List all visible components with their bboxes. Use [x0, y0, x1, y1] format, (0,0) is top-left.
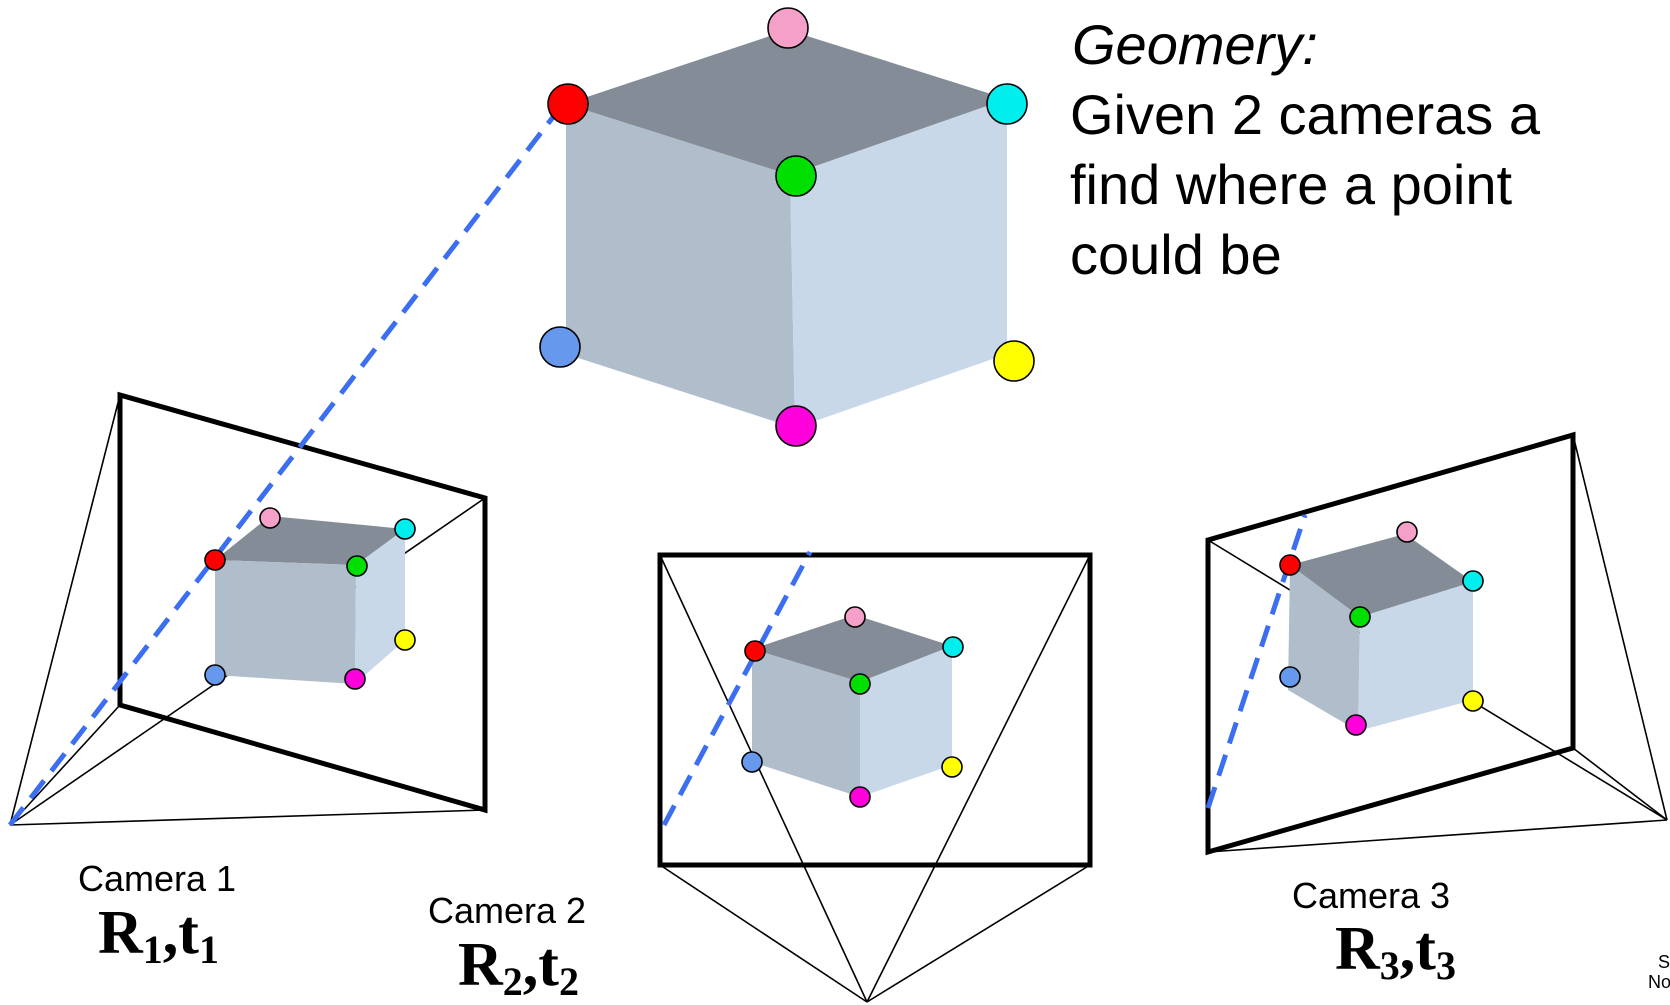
camera-1-points: [204, 507, 416, 690]
point-blue: [741, 751, 763, 773]
camera-2-rotation-symbol: R: [458, 931, 503, 999]
point-magenta: [775, 405, 817, 447]
point-magenta: [344, 668, 366, 690]
point-blue: [1279, 666, 1301, 688]
camera-2-translation-symbol: t: [538, 931, 559, 999]
camera-3-params: R3,t3: [1335, 914, 1456, 989]
point-yellow: [394, 629, 416, 651]
point-green: [1349, 606, 1371, 628]
description-line-1: Given 2 cameras a: [1070, 83, 1540, 146]
camera-2-frustum-line: [659, 864, 868, 1003]
camera-3-cube-right-face: [1358, 582, 1473, 731]
camera-3-cube: [1288, 534, 1473, 731]
corner-text-line-2: No: [1648, 972, 1670, 992]
camera-2-cube-top-face: [752, 615, 952, 682]
camera-3-frustum-line: [1572, 434, 1668, 821]
camera-1-label: Camera 1: [78, 858, 237, 899]
camera-2-ray: [661, 550, 813, 827]
large-cube-right-face: [790, 99, 1007, 428]
point-pink: [1396, 521, 1418, 543]
camera-2-cube-left-face: [752, 649, 860, 797]
camera-2-cube-right-face: [860, 646, 952, 797]
point-red: [204, 549, 226, 571]
camera-3-cube-left-face: [1288, 565, 1360, 731]
camera-1-translation-symbol: t: [178, 899, 199, 967]
camera-1-image-plane: [117, 391, 488, 814]
point-cyan: [394, 518, 416, 540]
camera-1-frustum-line: [9, 809, 486, 826]
camera-1-cube-top-face: [215, 516, 405, 565]
camera-1-ray: [8, 102, 565, 827]
camera-1-frustum-line: [9, 704, 121, 826]
point-red: [547, 83, 589, 125]
camera-1-rotation-index: 1: [142, 927, 163, 972]
point-green: [775, 155, 817, 197]
camera-3-frustum-line: [1572, 747, 1668, 821]
point-red: [744, 640, 766, 662]
camera-3-image-plane: [1205, 431, 1576, 856]
point-pink: [767, 7, 809, 49]
camera-3-rotation-symbol: R: [1335, 915, 1380, 983]
point-magenta: [849, 786, 871, 808]
point-pink: [259, 507, 281, 529]
camera-3: [1205, 431, 1668, 856]
camera-2-rotation-index: 2: [502, 959, 523, 1004]
camera-3-separator: ,: [1399, 915, 1416, 983]
point-pink: [844, 606, 866, 628]
corner-text-line-1: S: [1658, 952, 1670, 972]
point-magenta: [1345, 714, 1367, 736]
camera-3-cube-top-face: [1290, 534, 1473, 617]
camera-1-params: R1,t1: [98, 898, 219, 973]
camera-2-points: [741, 606, 964, 808]
camera-1: [9, 391, 488, 826]
large-cube-top-face: [566, 30, 1007, 175]
camera-2: [657, 552, 1093, 1003]
camera-1-separator: ,: [162, 899, 179, 967]
camera-1-rotation-symbol: R: [98, 899, 143, 967]
camera-1-cube: [215, 516, 405, 684]
point-yellow: [941, 756, 963, 778]
camera-2-params: R2,t2: [458, 930, 579, 1005]
camera-1-cube-left-face: [215, 560, 356, 684]
camera-1-frustum-line: [9, 394, 121, 826]
large-cube-points: [539, 7, 1035, 447]
point-blue: [204, 664, 226, 686]
description-line-3: could be: [1070, 223, 1282, 286]
point-green: [849, 673, 871, 695]
point-red: [1279, 554, 1301, 576]
point-green: [346, 555, 368, 577]
camera-2-frustum-line: [866, 554, 1091, 1003]
camera-2-frustum-line: [866, 864, 1091, 1003]
point-cyan: [986, 83, 1028, 125]
camera-3-label: Camera 3: [1292, 875, 1451, 916]
camera-1-translation-index: 1: [198, 927, 219, 972]
point-cyan: [1462, 570, 1484, 592]
camera-3-translation-index: 3: [1435, 943, 1456, 988]
large-cube-left-face: [566, 104, 795, 428]
point-yellow: [993, 340, 1035, 382]
point-blue: [539, 326, 581, 368]
point-cyan: [942, 636, 964, 658]
camera-2-cube: [752, 615, 952, 797]
camera-3-points: [1279, 521, 1484, 736]
point-yellow: [1462, 690, 1484, 712]
description-line-2: find where a point: [1070, 153, 1513, 216]
camera-3-frustum-line: [1207, 819, 1668, 853]
camera-2-translation-index: 2: [558, 959, 579, 1004]
camera-2-image-plane: [657, 552, 1093, 868]
geometry-heading: Geomery:: [1072, 13, 1318, 76]
camera-3-rotation-index: 3: [1379, 943, 1400, 988]
camera-2-frustum-line: [659, 554, 868, 1003]
large-cube: [566, 30, 1007, 428]
camera-3-translation-symbol: t: [1415, 915, 1436, 983]
camera-2-label: Camera 2: [428, 890, 587, 931]
camera-2-separator: ,: [522, 931, 539, 999]
